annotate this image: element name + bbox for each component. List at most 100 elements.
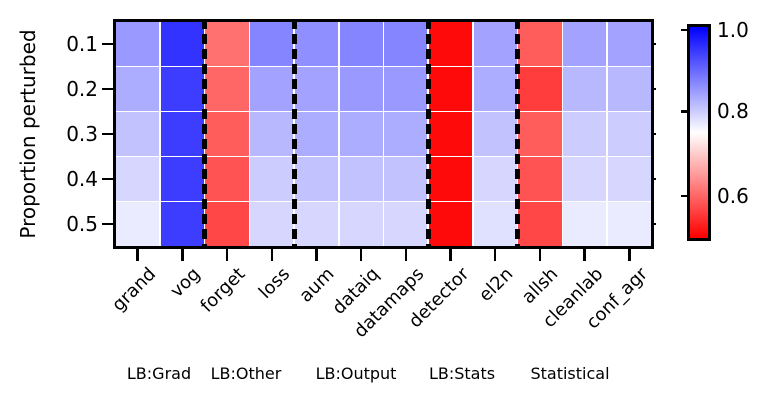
heatmap-cell: [518, 22, 562, 66]
heatmap-cell: [473, 22, 517, 66]
heatmap-cell: [563, 112, 607, 156]
heatmap-cell: [294, 112, 339, 156]
x-tick-label: grand: [107, 263, 161, 316]
colorbar-tick-mark: [681, 28, 687, 32]
y-tick-mark: [102, 87, 114, 91]
heatmap-cell: [294, 157, 339, 201]
heatmap-cell: [250, 202, 294, 246]
group-label: LB:Stats: [428, 364, 496, 383]
heatmap-cell: [160, 112, 204, 156]
heatmap-cell: [607, 22, 651, 66]
heatmap-cell: [116, 202, 160, 246]
heatmap-cell: [563, 157, 607, 201]
colorbar-tick-label: 0.8: [717, 99, 749, 124]
heatmap-cell: [116, 67, 160, 111]
heatmap-cell: [250, 22, 294, 66]
y-tick-mark: [102, 42, 114, 45]
heatmap-cell: [250, 112, 294, 156]
heatmap-cell: [428, 202, 473, 246]
heatmap-cell: [518, 157, 562, 201]
heatmap-cell: [473, 202, 517, 246]
y-tick-mark-right: [651, 42, 656, 45]
y-tick-label: 0.5: [66, 212, 98, 237]
x-tick-mark: [181, 249, 184, 261]
heatmap-cell: [160, 22, 204, 66]
heatmap-cell: [116, 157, 160, 201]
heatmap-cell: [473, 157, 517, 201]
heatmap-cell: [294, 67, 339, 111]
heatmap-cell: [607, 157, 651, 201]
y-tick-label: 0.2: [66, 76, 98, 101]
x-tick-label: el2n: [475, 263, 518, 306]
heatmap-cell: [607, 67, 651, 111]
heatmap-cell: [607, 112, 651, 156]
x-tick-label: vog: [166, 263, 205, 302]
x-tick-mark: [538, 249, 542, 261]
heatmap-cell: [205, 157, 249, 201]
colorbar-tick-mark: [681, 110, 687, 113]
heatmap-cell: [473, 112, 517, 156]
heatmap-cell: [428, 67, 473, 111]
heatmap-cell: [384, 67, 428, 111]
heatmap-cell: [116, 112, 160, 156]
y-tick-label: 0.1: [66, 31, 98, 56]
heatmap-cell: [428, 22, 473, 66]
heatmap-cell: [116, 22, 160, 66]
x-tick-mark: [628, 249, 631, 261]
x-tick-mark: [449, 249, 452, 261]
x-tick-mark: [359, 249, 363, 261]
y-tick-mark-right: [651, 177, 656, 181]
colorbar-tick-mark: [681, 194, 687, 197]
colorbar: [687, 24, 711, 241]
heatmap-cell: [563, 202, 607, 246]
x-tick-mark: [404, 249, 408, 261]
heatmap-cell: [205, 112, 249, 156]
colorbar-tick-label: 1.0: [717, 18, 749, 42]
x-tick-mark: [225, 249, 229, 261]
heatmap-cell: [339, 22, 383, 66]
colorbar-tick-label: 0.6: [717, 183, 749, 208]
y-tick-mark: [102, 177, 114, 181]
y-tick-mark-right: [651, 87, 656, 91]
heatmap-cell: [339, 157, 383, 201]
group-label: LB:Output: [315, 364, 397, 383]
group-separator-line: [202, 19, 208, 249]
heatmap-cell: [294, 202, 339, 246]
group-separator-line: [425, 19, 431, 249]
heatmap-cell: [205, 22, 249, 66]
heatmap-cell: [294, 22, 339, 66]
heatmap-cell: [384, 157, 428, 201]
heatmap-cell: [384, 112, 428, 156]
x-tick-mark: [136, 249, 139, 261]
x-tick-label: loss: [254, 263, 295, 304]
heatmap-cell: [518, 112, 562, 156]
heatmap-cell: [518, 202, 562, 246]
heatmap-cell: [160, 202, 204, 246]
heatmap-cell: [563, 67, 607, 111]
heatmap-cell: [384, 202, 428, 246]
y-tick-mark-right: [651, 132, 656, 136]
heatmap-cell: [518, 67, 562, 111]
heatmap-cell: [384, 22, 428, 66]
y-tick-mark: [102, 132, 114, 136]
x-tick-mark: [270, 249, 273, 261]
x-tick-mark: [583, 249, 586, 261]
y-tick-mark-right: [651, 223, 656, 226]
heatmap-cell: [563, 22, 607, 66]
group-separator-line: [515, 19, 521, 249]
heatmap-cell: [160, 157, 204, 201]
heatmap-cell: [205, 202, 249, 246]
y-tick-mark: [102, 223, 114, 226]
group-separator-line: [291, 19, 297, 249]
heatmap-cell: [160, 67, 204, 111]
heatmap-cell: [339, 67, 383, 111]
group-label: Statistical: [530, 364, 610, 383]
heatmap-cell: [339, 202, 383, 246]
heatmap-cell: [205, 67, 249, 111]
heatmap-cell: [473, 67, 517, 111]
x-tick-label: forget: [196, 263, 250, 317]
y-tick-label: 0.4: [66, 167, 98, 192]
group-label: LB:Grad: [126, 364, 192, 383]
x-tick-mark: [315, 249, 318, 261]
